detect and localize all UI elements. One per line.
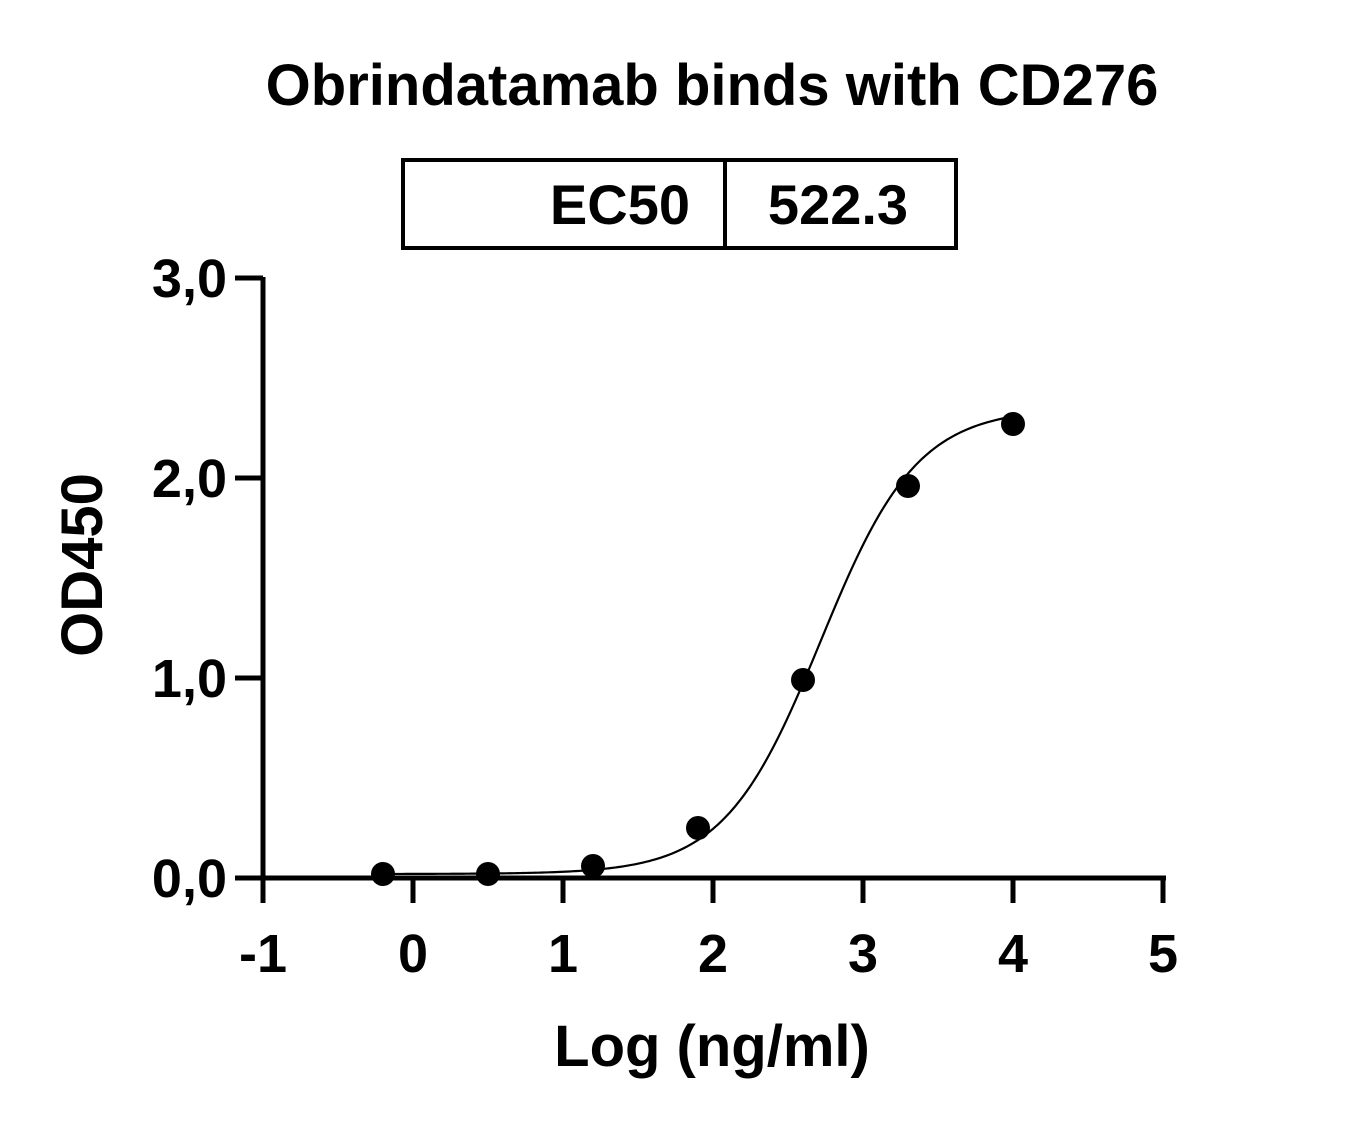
x-ticks: -1 0 1 2 3 4 5: [239, 878, 1178, 984]
y-axis: 0,0 1,0 2,0 3,0: [152, 249, 266, 909]
ec50-table: EC50 522.3: [401, 158, 958, 250]
x-tick-label: 5: [1148, 924, 1178, 984]
data-points: [371, 412, 1025, 886]
ec50-label: EC50: [550, 173, 690, 236]
y-ticks: 0,0 1,0 2,0 3,0: [152, 249, 263, 909]
data-point: [791, 668, 815, 692]
x-tick-label: -1: [239, 924, 287, 984]
x-tick-label: 0: [398, 924, 428, 984]
ec50-value: 522.3: [768, 173, 908, 236]
data-point: [1001, 412, 1025, 436]
data-point: [686, 816, 710, 840]
x-tick-label: 3: [848, 924, 878, 984]
x-axis-label: Log (ng/ml): [554, 1014, 870, 1079]
x-tick-label: 4: [998, 924, 1028, 984]
y-tick-label: 0,0: [152, 849, 227, 909]
ec50-table-border: [401, 158, 958, 250]
x-tick-label: 2: [698, 924, 728, 984]
x-axis: -1 0 1 2 3 4 5: [235, 875, 1178, 984]
y-tick-label: 3,0: [152, 249, 227, 309]
chart-title: Obrindatamab binds with CD276: [266, 53, 1159, 118]
x-tick-label: 1: [548, 924, 578, 984]
y-tick-label: 1,0: [152, 649, 227, 709]
data-point: [476, 862, 500, 886]
y-axis-label: OD450: [50, 473, 115, 657]
data-point: [371, 862, 395, 886]
data-point: [896, 474, 920, 498]
data-point: [581, 854, 605, 878]
y-tick-label: 2,0: [152, 449, 227, 509]
